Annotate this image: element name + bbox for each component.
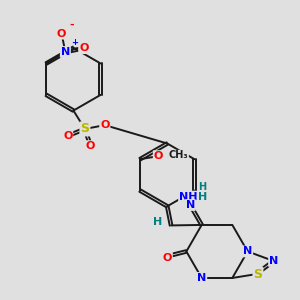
Text: N: N: [186, 200, 195, 210]
Text: S: S: [80, 122, 89, 135]
Text: N: N: [61, 47, 70, 57]
Text: O: O: [79, 43, 88, 53]
Text: N: N: [197, 273, 206, 283]
Text: S: S: [254, 268, 262, 281]
Text: O: O: [100, 120, 110, 130]
Text: H: H: [153, 218, 162, 227]
Text: H: H: [198, 182, 206, 192]
Text: O: O: [63, 131, 72, 141]
Text: O: O: [163, 253, 172, 262]
Text: NH: NH: [179, 192, 197, 202]
Text: O: O: [154, 151, 163, 161]
Text: -: -: [69, 20, 74, 29]
Text: N: N: [269, 256, 278, 266]
Text: CH₃: CH₃: [169, 150, 188, 161]
Text: N: N: [243, 247, 252, 256]
Text: H: H: [198, 192, 207, 202]
Text: O: O: [86, 141, 95, 151]
Text: O: O: [57, 28, 66, 39]
Text: +: +: [71, 38, 79, 47]
